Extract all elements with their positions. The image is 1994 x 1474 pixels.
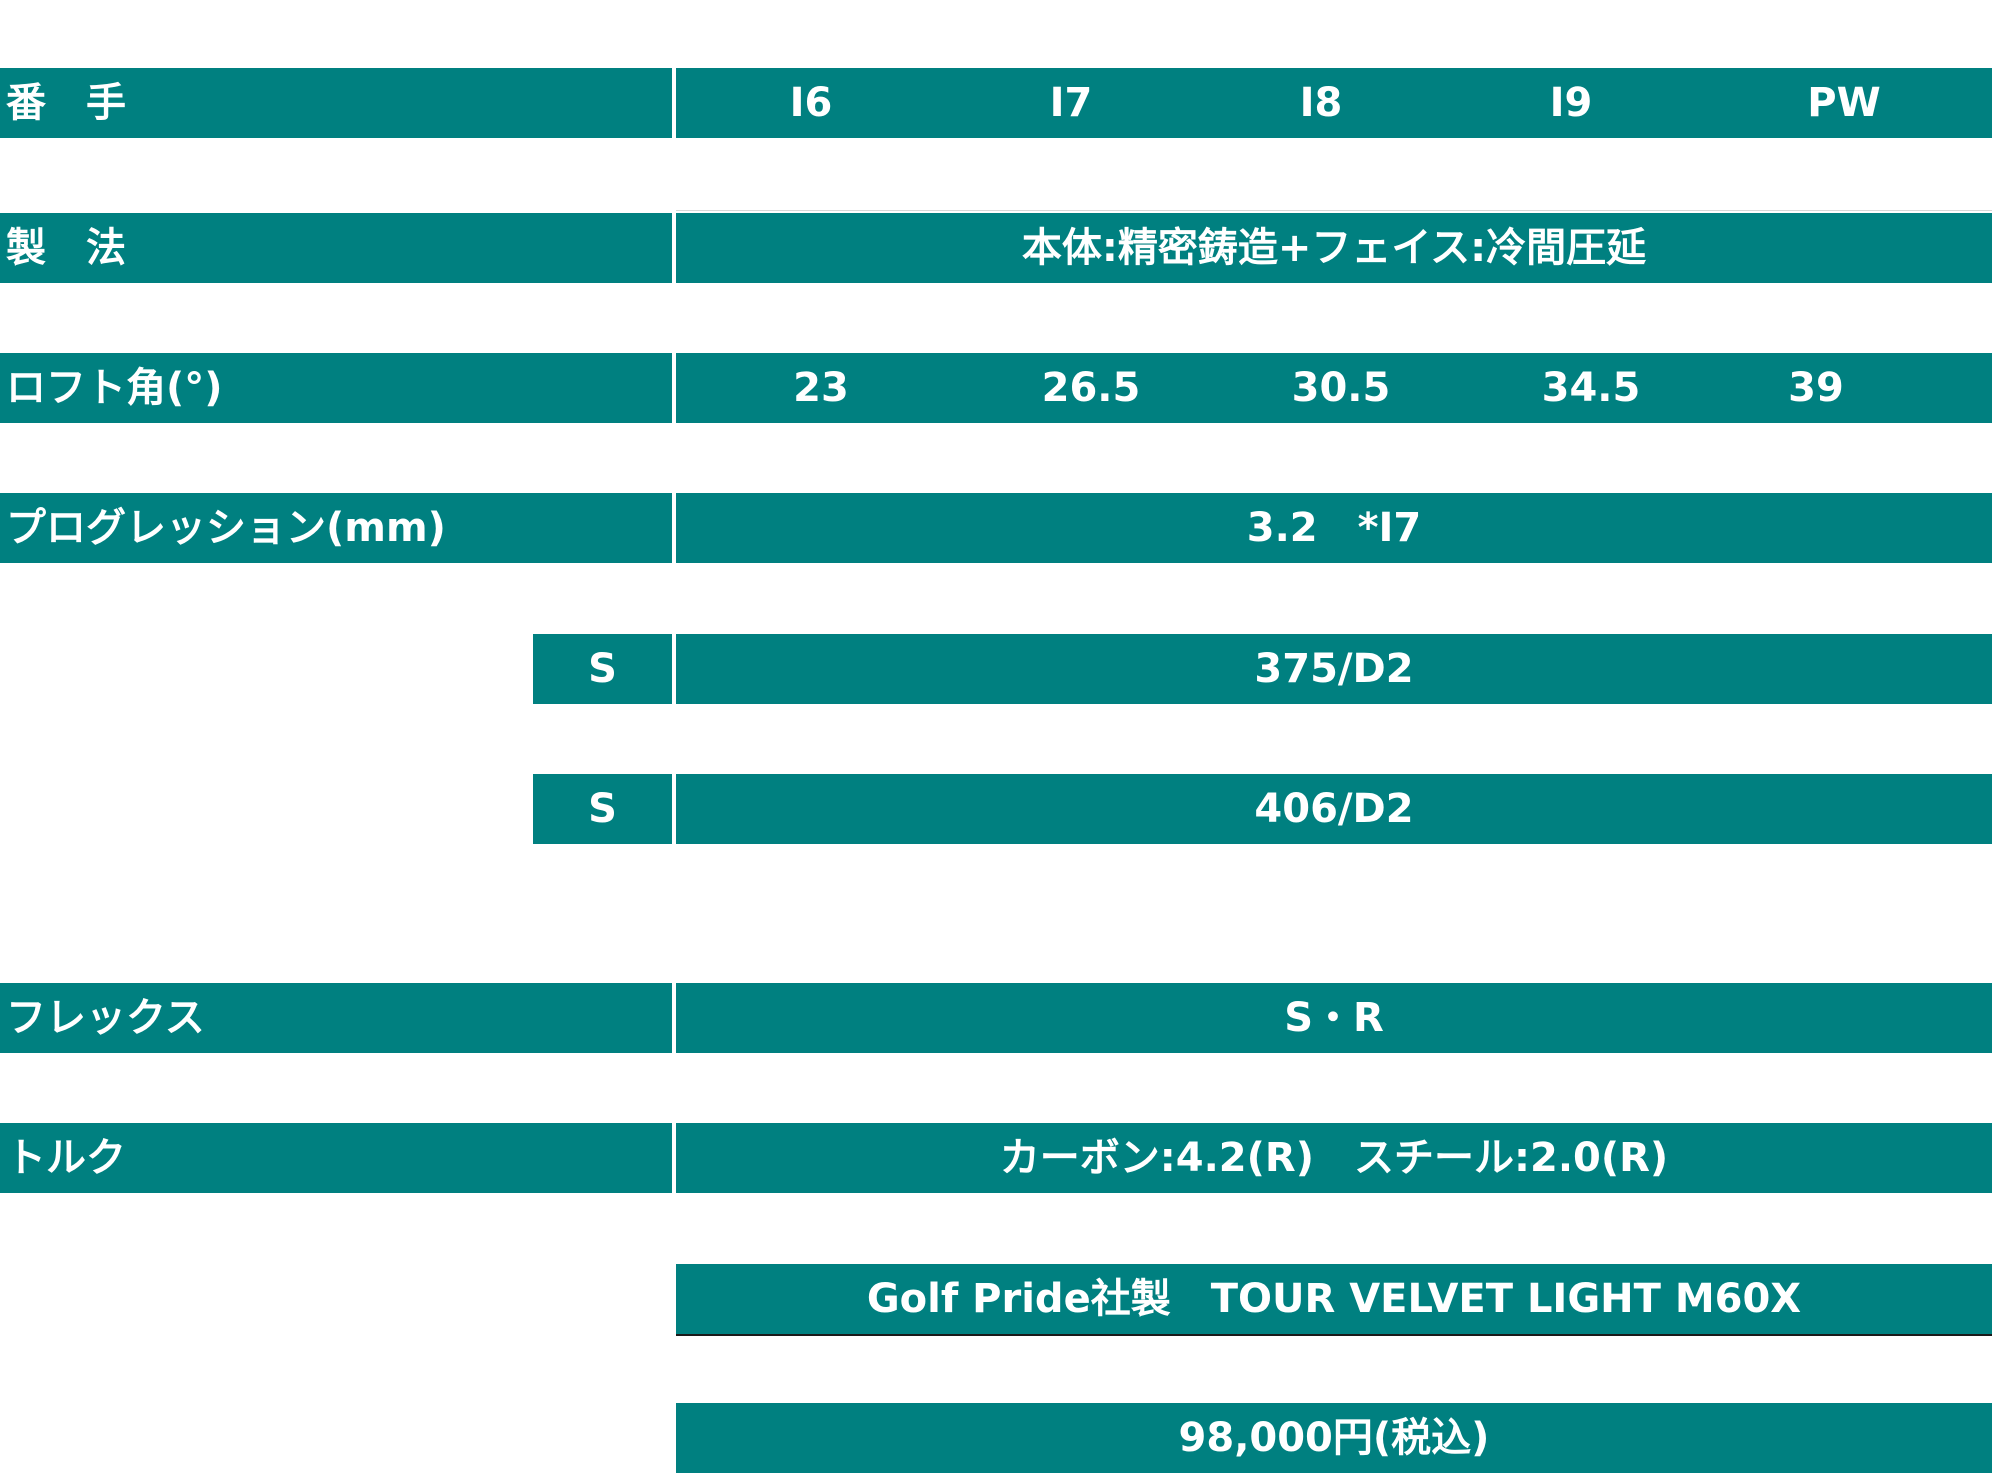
loft-cell: 39: [1788, 365, 1844, 411]
divider: [676, 210, 1992, 211]
row-value-shaft-b: 406/D2: [676, 774, 1992, 844]
club-number-cell: I7: [1049, 80, 1093, 126]
row-value-club-numbers: I6 I7 I8 I9 PW: [676, 68, 1992, 138]
row-value-flex: S・R: [676, 983, 1992, 1053]
row-sub-flex-b: S: [533, 774, 672, 844]
club-number-cell: I6: [789, 80, 833, 126]
row-value-price: 98,000円(税込): [676, 1403, 1992, 1473]
loft-cell: 30.5: [1291, 365, 1391, 411]
row-label-loft: ロフト角(°): [0, 353, 672, 423]
loft-cell: 23: [793, 365, 849, 411]
row-label-progression: プログレッション(mm): [0, 493, 672, 563]
row-value-lofts: 23 26.5 30.5 34.5 39: [676, 353, 1992, 423]
row-value-construction: 本体:精密鋳造+フェイス:冷間圧延: [676, 213, 1992, 283]
club-number-cell: I8: [1299, 80, 1343, 126]
row-label-construction: 製 法: [0, 213, 672, 283]
row-sub-flex-a: S: [533, 634, 672, 704]
row-label-torque: トルク: [0, 1123, 672, 1193]
row-value-torque: カーボン:4.2(R) スチール:2.0(R): [676, 1123, 1992, 1193]
loft-cell: 26.5: [1041, 365, 1141, 411]
row-label-flex: フレックス: [0, 983, 672, 1053]
row-value-shaft-a: 375/D2: [676, 634, 1992, 704]
club-number-cell: PW: [1807, 80, 1881, 126]
row-value-grip: Golf Pride社製 TOUR VELVET LIGHT M60X: [676, 1264, 1992, 1336]
row-label-club-number: 番 手: [0, 68, 672, 138]
club-number-cell: I9: [1549, 80, 1593, 126]
row-value-progression: 3.2 *I7: [676, 493, 1992, 563]
loft-cell: 34.5: [1541, 365, 1641, 411]
